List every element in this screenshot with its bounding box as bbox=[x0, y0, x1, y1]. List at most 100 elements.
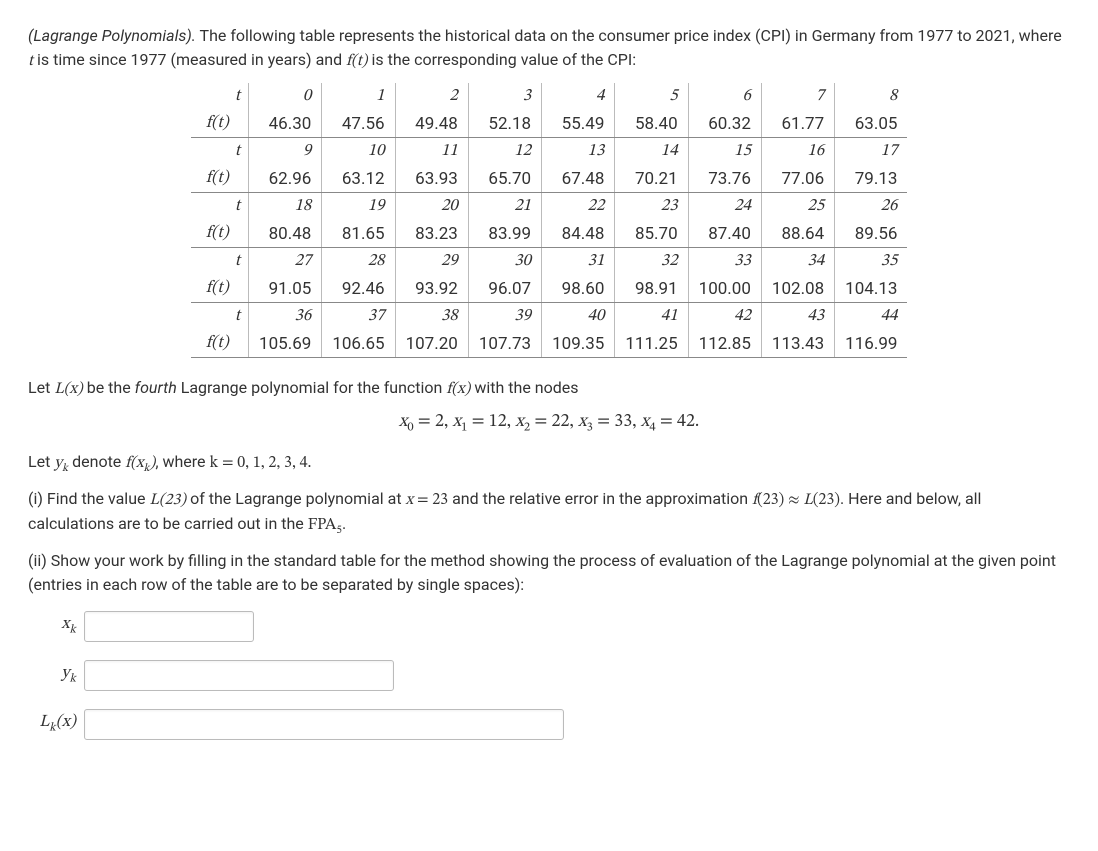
data-table-container: t012345678f(t)46.3047.5649.4852.1855.495… bbox=[28, 83, 1070, 358]
cell-ft: 49.48 bbox=[395, 110, 468, 138]
cell-ft: 100.00 bbox=[688, 275, 761, 303]
cell-t: 2 bbox=[395, 83, 468, 110]
cell-ft: 83.23 bbox=[395, 220, 468, 248]
cell-ft: 107.20 bbox=[395, 330, 468, 358]
cell-ft: 116.99 bbox=[835, 330, 908, 358]
cell-ft: 63.93 bbox=[395, 165, 468, 193]
cell-t: 9 bbox=[249, 138, 322, 166]
cell-t: 22 bbox=[542, 193, 615, 221]
cpi-data-table: t012345678f(t)46.3047.5649.4852.1855.495… bbox=[191, 83, 908, 358]
intro-paragraph: (Lagrange Polynomials). The following ta… bbox=[28, 24, 1070, 73]
cell-ft: 112.85 bbox=[688, 330, 761, 358]
cell-t: 4 bbox=[542, 83, 615, 110]
cell-ft: 73.76 bbox=[688, 165, 761, 193]
cell-ft: 106.65 bbox=[322, 330, 395, 358]
nodes-equation: x0 = 2, x1 = 12, x2 = 22, x3 = 33, x4 = … bbox=[28, 411, 1070, 436]
cell-t: 26 bbox=[835, 193, 908, 221]
cell-ft: 87.40 bbox=[688, 220, 761, 248]
cell-t: 0 bbox=[249, 83, 322, 110]
let-yk-paragraph: Let yk denote f(xk), where k = 0, 1, 2, … bbox=[28, 450, 1070, 477]
cell-t: 34 bbox=[761, 248, 834, 276]
cell-ft: 60.32 bbox=[688, 110, 761, 138]
row-label-t: t bbox=[191, 138, 249, 166]
cell-t: 17 bbox=[835, 138, 908, 166]
cell-t: 42 bbox=[688, 303, 761, 331]
cell-ft: 62.96 bbox=[249, 165, 322, 193]
cell-t: 16 bbox=[761, 138, 834, 166]
cell-t: 18 bbox=[249, 193, 322, 221]
row-label-ft: f(t) bbox=[191, 110, 249, 138]
row-label-ft: f(t) bbox=[191, 165, 249, 193]
cell-t: 5 bbox=[615, 83, 688, 110]
cell-ft: 102.08 bbox=[761, 275, 834, 303]
part-i-paragraph: (i) Find the value L(23) of the Lagrange… bbox=[28, 487, 1070, 539]
cell-t: 14 bbox=[615, 138, 688, 166]
row-label-ft: f(t) bbox=[191, 220, 249, 248]
cell-t: 6 bbox=[688, 83, 761, 110]
cell-t: 37 bbox=[322, 303, 395, 331]
intro-prefix: (Lagrange Polynomials). bbox=[28, 26, 196, 45]
cell-t: 41 bbox=[615, 303, 688, 331]
cell-ft: 47.56 bbox=[322, 110, 395, 138]
cell-ft: 98.60 bbox=[542, 275, 615, 303]
cell-ft: 80.48 bbox=[249, 220, 322, 248]
cell-ft: 52.18 bbox=[468, 110, 541, 138]
input-xk[interactable] bbox=[84, 611, 254, 642]
cell-ft: 65.70 bbox=[468, 165, 541, 193]
cell-t: 24 bbox=[688, 193, 761, 221]
cell-ft: 89.56 bbox=[835, 220, 908, 248]
cell-t: 15 bbox=[688, 138, 761, 166]
cell-t: 8 bbox=[835, 83, 908, 110]
cell-t: 43 bbox=[761, 303, 834, 331]
cell-ft: 98.91 bbox=[615, 275, 688, 303]
input-Lk[interactable] bbox=[84, 709, 564, 740]
cell-ft: 55.49 bbox=[542, 110, 615, 138]
row-label-t: t bbox=[191, 83, 249, 110]
input-yk[interactable] bbox=[84, 660, 394, 691]
cell-t: 10 bbox=[322, 138, 395, 166]
cell-t: 40 bbox=[542, 303, 615, 331]
cell-t: 38 bbox=[395, 303, 468, 331]
row-label-ft: f(t) bbox=[191, 330, 249, 358]
cell-ft: 83.99 bbox=[468, 220, 541, 248]
cell-ft: 105.69 bbox=[249, 330, 322, 358]
cell-t: 7 bbox=[761, 83, 834, 110]
cell-t: 28 bbox=[322, 248, 395, 276]
cell-ft: 85.70 bbox=[615, 220, 688, 248]
cell-ft: 46.30 bbox=[249, 110, 322, 138]
cell-ft: 107.73 bbox=[468, 330, 541, 358]
cell-ft: 67.48 bbox=[542, 165, 615, 193]
cell-t: 13 bbox=[542, 138, 615, 166]
row-label-ft: f(t) bbox=[191, 275, 249, 303]
cell-t: 32 bbox=[615, 248, 688, 276]
cell-t: 31 bbox=[542, 248, 615, 276]
cell-t: 21 bbox=[468, 193, 541, 221]
cell-ft: 58.40 bbox=[615, 110, 688, 138]
row-label-t: t bbox=[191, 248, 249, 276]
label-yk: yk bbox=[28, 663, 84, 686]
cell-t: 27 bbox=[249, 248, 322, 276]
var-ft: f(t) bbox=[346, 53, 367, 69]
cell-ft: 63.05 bbox=[835, 110, 908, 138]
cell-t: 19 bbox=[322, 193, 395, 221]
cell-t: 1 bbox=[322, 83, 395, 110]
label-xk: xk bbox=[28, 614, 84, 637]
cell-t: 25 bbox=[761, 193, 834, 221]
cell-t: 30 bbox=[468, 248, 541, 276]
cell-t: 44 bbox=[835, 303, 908, 331]
cell-ft: 93.92 bbox=[395, 275, 468, 303]
answer-table: xk yk Lk(x) bbox=[28, 611, 1070, 740]
cell-ft: 81.65 bbox=[322, 220, 395, 248]
cell-t: 3 bbox=[468, 83, 541, 110]
intro-text-2: is time since 1977 (measured in years) a… bbox=[33, 50, 346, 69]
part-ii-paragraph: (ii) Show your work by filling in the st… bbox=[28, 549, 1070, 597]
cell-ft: 61.77 bbox=[761, 110, 834, 138]
row-label-t: t bbox=[191, 303, 249, 331]
cell-t: 23 bbox=[615, 193, 688, 221]
cell-t: 35 bbox=[835, 248, 908, 276]
label-Lk: Lk(x) bbox=[28, 712, 84, 735]
cell-ft: 111.25 bbox=[615, 330, 688, 358]
intro-text-3: is the corresponding value of the CPI: bbox=[368, 50, 637, 69]
cell-t: 33 bbox=[688, 248, 761, 276]
cell-t: 36 bbox=[249, 303, 322, 331]
